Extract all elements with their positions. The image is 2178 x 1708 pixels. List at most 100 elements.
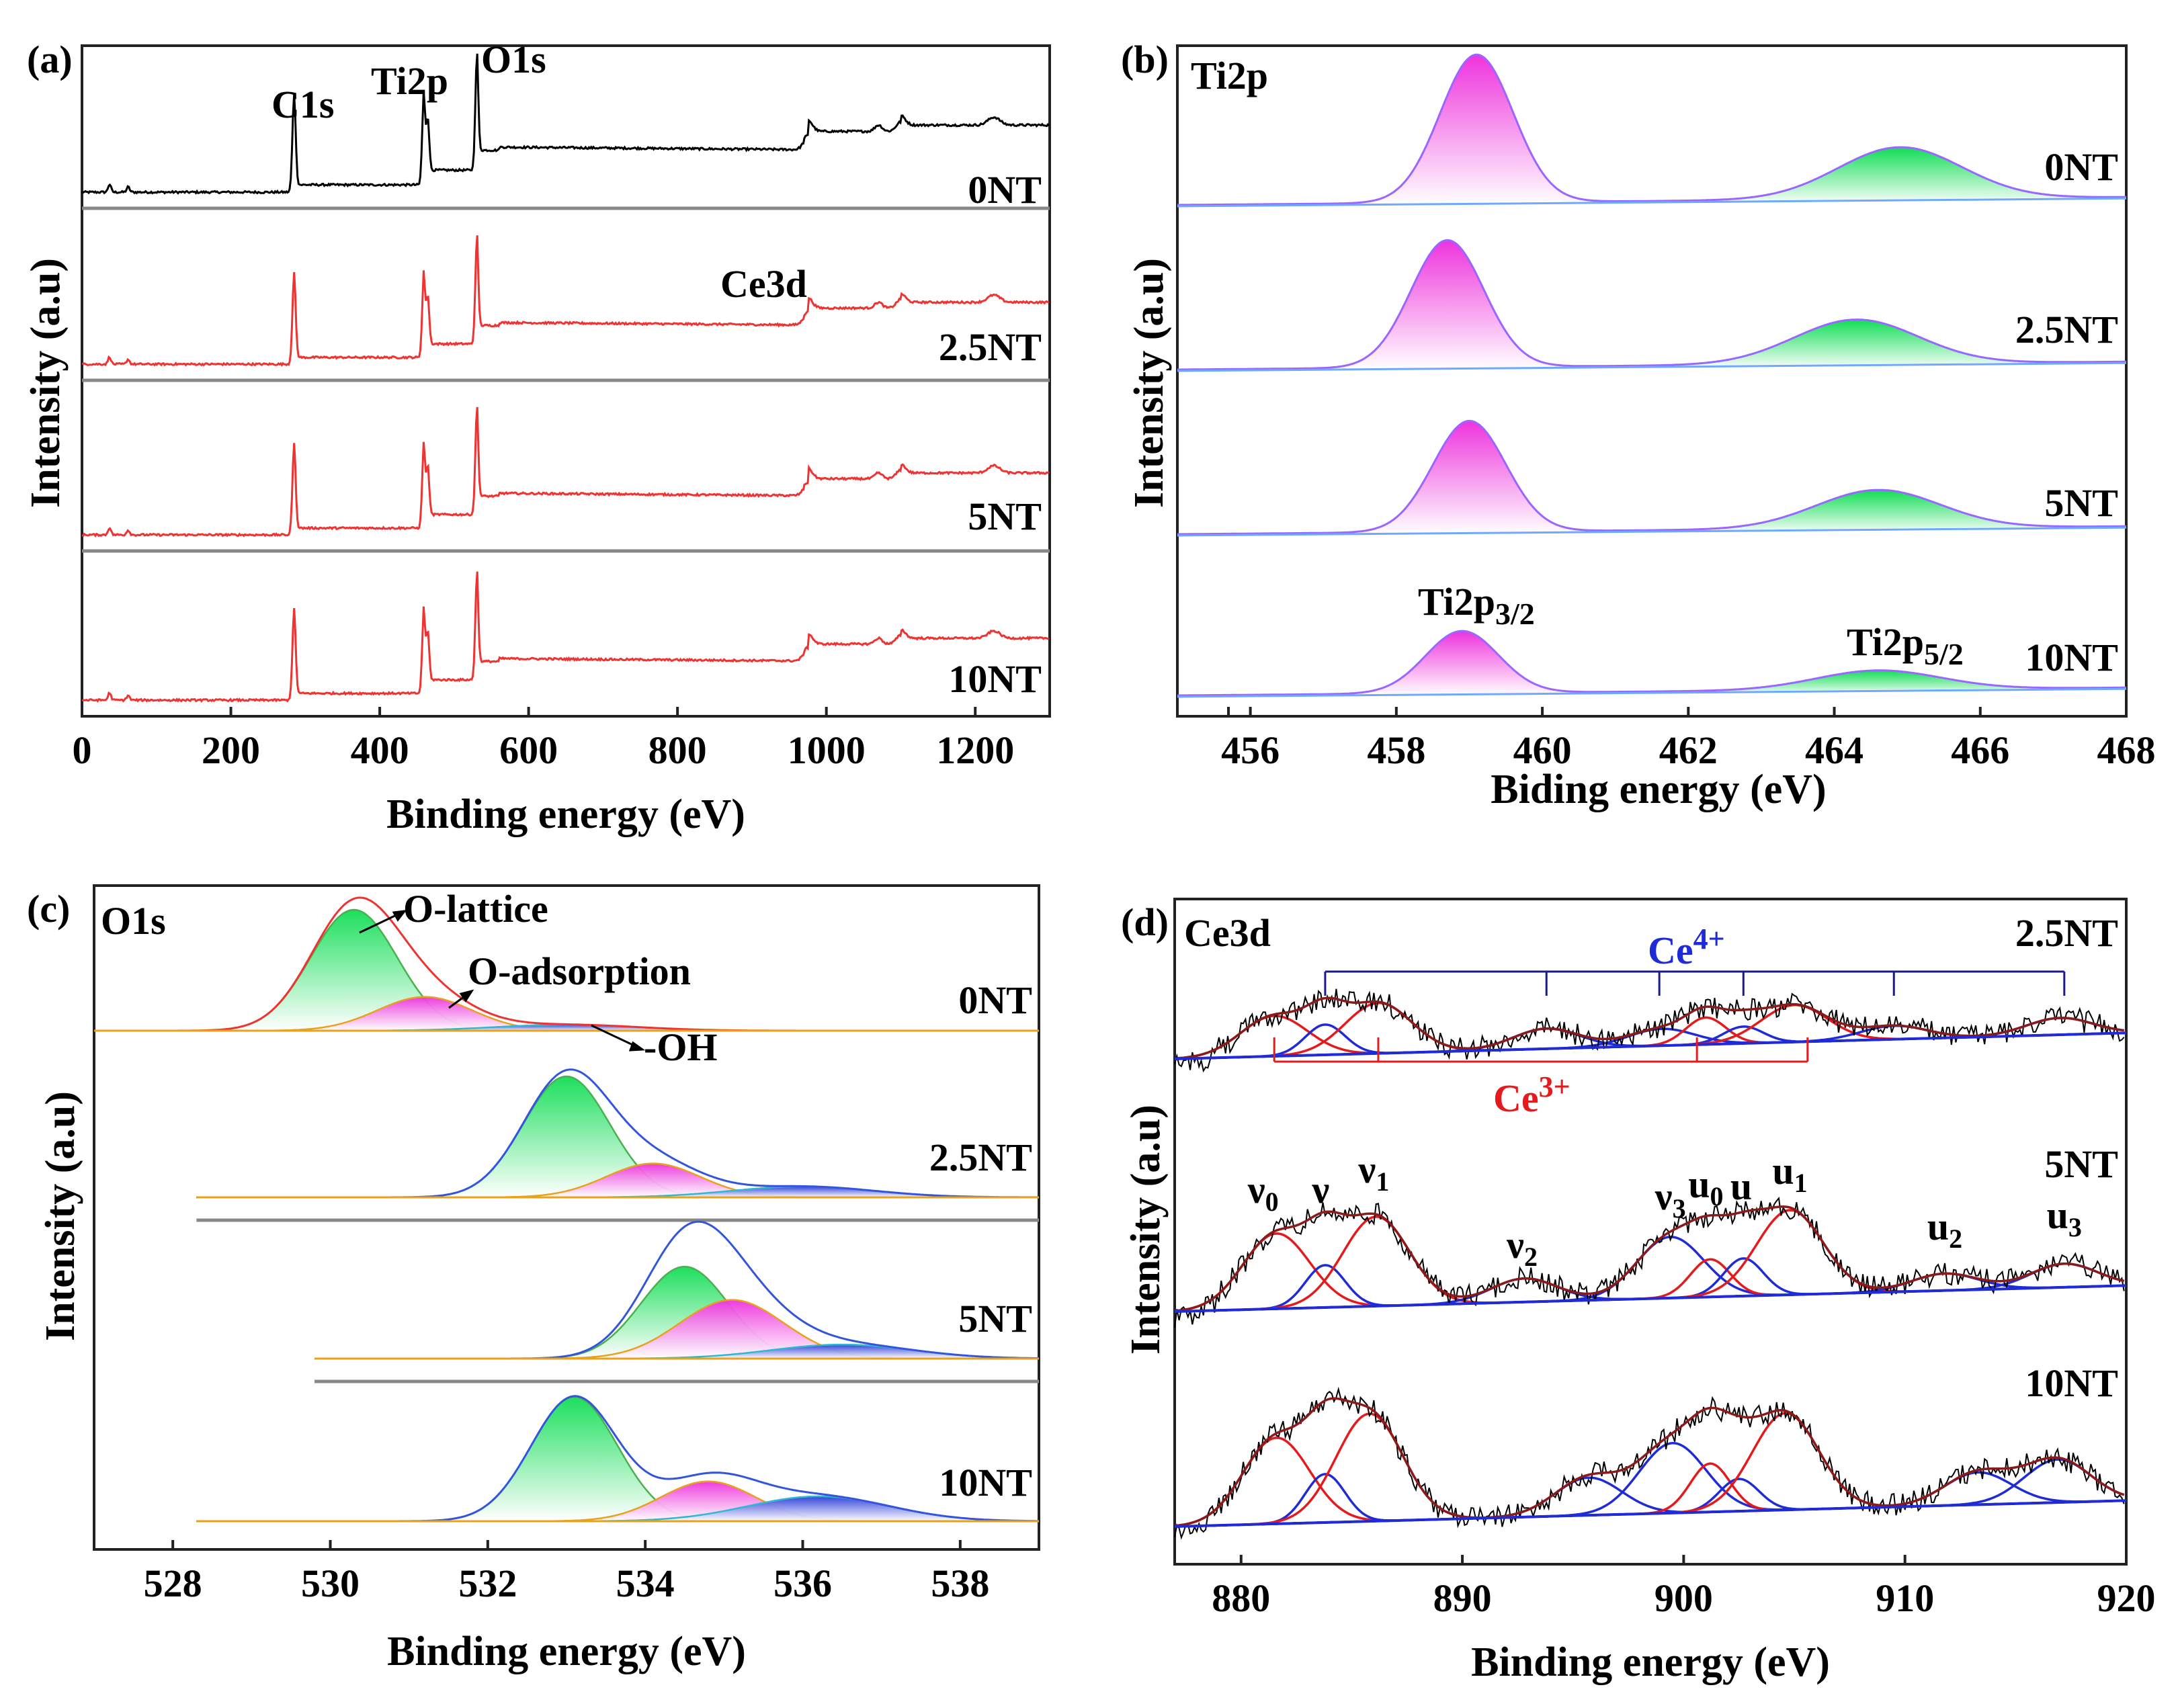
panel-c-plot <box>94 896 1040 1523</box>
panel-d-plot <box>1174 988 2127 1540</box>
peak-label-o1s: O1s <box>481 38 546 81</box>
panel-a-tick-label-600: 600 <box>499 728 558 772</box>
series-label-a-10nt: 10NT <box>948 657 1042 701</box>
panel-b-label: (b) <box>1121 38 1169 81</box>
comp-d-5NT-u1 <box>1174 1209 2124 1313</box>
series-line-a-0NT <box>81 53 1050 195</box>
peak-fill-b-2.5NT-ti2p52 <box>1177 319 2126 370</box>
comp-fill-c-2.5NT-O-adsorption <box>196 1163 1039 1197</box>
envelope-b-2.5NT <box>1177 239 2126 371</box>
peak-label-ti2p: Ti2p <box>371 59 448 103</box>
panel-b-tick-label-456: 456 <box>1221 728 1280 772</box>
ce4-label: Ce4+ <box>1648 923 1725 972</box>
baseline-d-5NT <box>1174 1284 2127 1313</box>
envelope-b-5NT <box>1177 419 2126 536</box>
panel-d-title: Ce3d <box>1184 911 1271 955</box>
panel-a-tick-label-1000: 1000 <box>788 728 866 772</box>
panel-c-frame <box>93 884 1040 1551</box>
panel-a-plot <box>81 53 1050 703</box>
panel-d-label: (d) <box>1121 900 1169 944</box>
baseline-b-2.5NT <box>1177 361 2127 372</box>
peak-label-ti2p32: Ti2p3/2 <box>1418 580 1535 631</box>
series-label-a-5nt: 5NT <box>968 495 1042 538</box>
panel-b-tick-label-458: 458 <box>1367 728 1425 772</box>
panel-c-xlabel: Binding energy (eV) <box>387 1629 746 1674</box>
comp-label-u2: u2 <box>1927 1205 1962 1254</box>
panel-d-xlabel: Binding energy (eV) <box>1471 1639 1830 1685</box>
panel-d-tick-label-880: 880 <box>1212 1576 1270 1620</box>
comp-label-v2: ν2 <box>1506 1223 1538 1272</box>
ann-oh: -OH <box>644 1025 718 1069</box>
panel-c-x-ticks: 528 530 532 534 536 538 <box>144 1540 989 1605</box>
panel-a-tick-label-0: 0 <box>73 728 92 772</box>
ce-brackets <box>1273 970 2066 1063</box>
panel-b-x-ticks: 456 458 460 462 464 466 468 <box>1221 707 2156 772</box>
panel-c: (c) O1s 528 530 532 534 536 538 Binding energ… <box>27 884 1040 1674</box>
comp-fill-c-2.5NT--OH <box>196 1186 1039 1197</box>
comp-label-u3: u3 <box>2047 1193 2082 1242</box>
comp-fill-c-5NT-O-lattice <box>315 1267 1040 1359</box>
comp-fill-c-10NT-O-lattice <box>196 1397 1039 1521</box>
panel-c-title: O1s <box>101 899 166 943</box>
ce3-label: Ce3+ <box>1493 1070 1570 1120</box>
arrowhead-o-adsorption <box>459 989 474 1002</box>
panel-c-tick-label-532: 532 <box>458 1562 517 1605</box>
panel-c-ylabel: Intensity (a.u) <box>38 1091 83 1341</box>
panel-a: (a) 0 200 400 600 800 1000 1200 Binding energy… <box>23 38 1051 837</box>
comp-label-v0: ν0 <box>1247 1168 1279 1217</box>
series-label-d-2.5nt: 2.5NT <box>2015 911 2118 955</box>
ann-o-lattice: O-lattice <box>403 887 548 931</box>
peak-fill-b-0NT-ti2p52 <box>1177 147 2126 205</box>
series-label-a-0nt: 0NT <box>968 168 1042 212</box>
envelope-d-2.5NT <box>1174 996 2124 1060</box>
panel-c-tick-label-536: 536 <box>773 1562 832 1605</box>
panel-a-tick-label-800: 800 <box>648 728 707 772</box>
envelope-b-0NT <box>1177 53 2126 206</box>
comp-label-v1: ν1 <box>1357 1148 1389 1197</box>
panel-b-tick-label-466: 466 <box>1951 728 2009 772</box>
baseline-b-5NT <box>1177 526 2127 537</box>
comp-label-u: u <box>1730 1164 1752 1208</box>
raw-d-10NT <box>1174 1386 2125 1540</box>
comp-d-10NT-u <box>1174 1478 2124 1528</box>
baseline-d-2.5NT <box>1174 1031 2127 1060</box>
panel-b-tick-label-462: 462 <box>1659 728 1718 772</box>
panel-d-frame <box>1173 898 2128 1566</box>
panel-a-ylabel: Intensity (a.u) <box>23 258 69 508</box>
arrowhead-o-lattice <box>392 910 407 922</box>
envelope-d-5NT <box>1174 1205 2125 1312</box>
comp-fill-c-5NT-O-adsorption <box>315 1299 1040 1359</box>
panel-b: (b) Ti2p 456 458 460 462 464 466 468 Biding en… <box>1121 38 2156 812</box>
series-label-c-5nt: 5NT <box>958 1297 1032 1340</box>
series-label-b-5nt: 5NT <box>2044 481 2118 525</box>
series-line-a-10NT <box>81 571 1050 703</box>
panel-d-tick-label-900: 900 <box>1655 1576 1713 1620</box>
panel-b-frame <box>1176 44 2128 718</box>
panel-c-tick-label-538: 538 <box>931 1562 989 1605</box>
comp-fill-c-0NT--OH <box>94 1025 1039 1031</box>
panel-c-label: (c) <box>27 887 70 931</box>
baseline-b-0NT <box>1177 197 2127 208</box>
arrowhead-oh <box>628 1041 646 1052</box>
panel-c-tick-label-530: 530 <box>301 1562 360 1605</box>
series-line-a-5NT <box>81 407 1050 538</box>
series-line-a-2.5NT <box>81 235 1050 367</box>
envelope-d-10NT <box>1174 1397 2125 1527</box>
series-label-c-0nt: 0NT <box>958 978 1032 1022</box>
peak-label-c1s: C1s <box>271 83 334 126</box>
panel-b-ylabel: Intensity (a.u) <box>1126 258 1172 508</box>
panel-a-label: (a) <box>27 38 73 81</box>
comp-label-u1: u1 <box>1772 1149 1807 1198</box>
peak-fill-b-5NT-ti2p52 <box>1177 490 2126 534</box>
peak-label-ce3d: Ce3d <box>720 262 807 306</box>
panel-d-tick-label-910: 910 <box>1876 1576 1934 1620</box>
panel-b-tick-label-460: 460 <box>1513 728 1572 772</box>
panel-a-tick-label-400: 400 <box>351 728 409 772</box>
panel-a-tick-label-200: 200 <box>202 728 260 772</box>
series-label-d-10nt: 10NT <box>2025 1361 2118 1405</box>
comp-fill-c-10NT--OH <box>196 1496 1039 1521</box>
series-label-b-10nt: 10NT <box>2025 636 2118 679</box>
panel-d-ylabel: Intensity (a.u) <box>1123 1105 1169 1355</box>
